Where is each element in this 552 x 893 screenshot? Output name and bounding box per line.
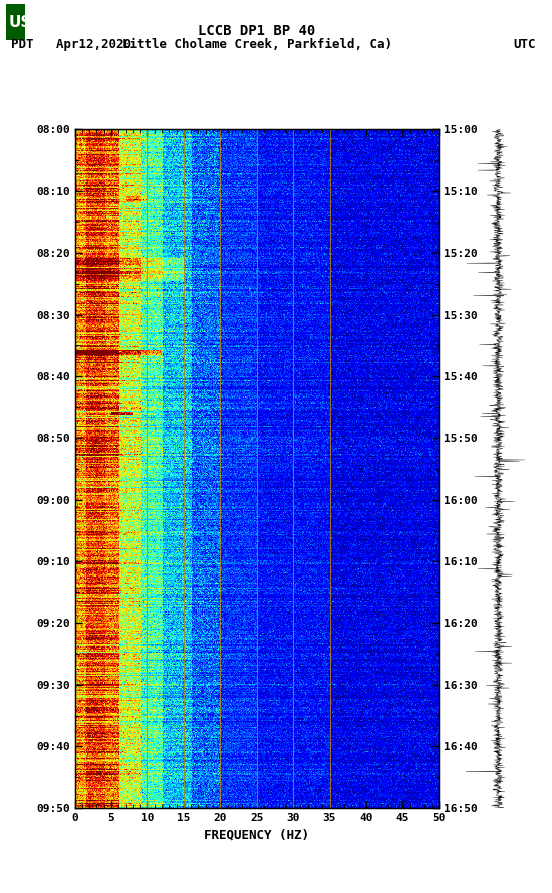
Text: Little Cholame Creek, Parkfield, Ca): Little Cholame Creek, Parkfield, Ca) bbox=[121, 38, 392, 51]
Bar bbox=[6, 4, 25, 40]
Text: PDT   Apr12,2020: PDT Apr12,2020 bbox=[11, 38, 131, 51]
Text: LCCB DP1 BP 40: LCCB DP1 BP 40 bbox=[198, 24, 315, 38]
X-axis label: FREQUENCY (HZ): FREQUENCY (HZ) bbox=[204, 829, 309, 841]
Text: UTC: UTC bbox=[513, 38, 535, 51]
Text: USGS: USGS bbox=[8, 15, 55, 29]
